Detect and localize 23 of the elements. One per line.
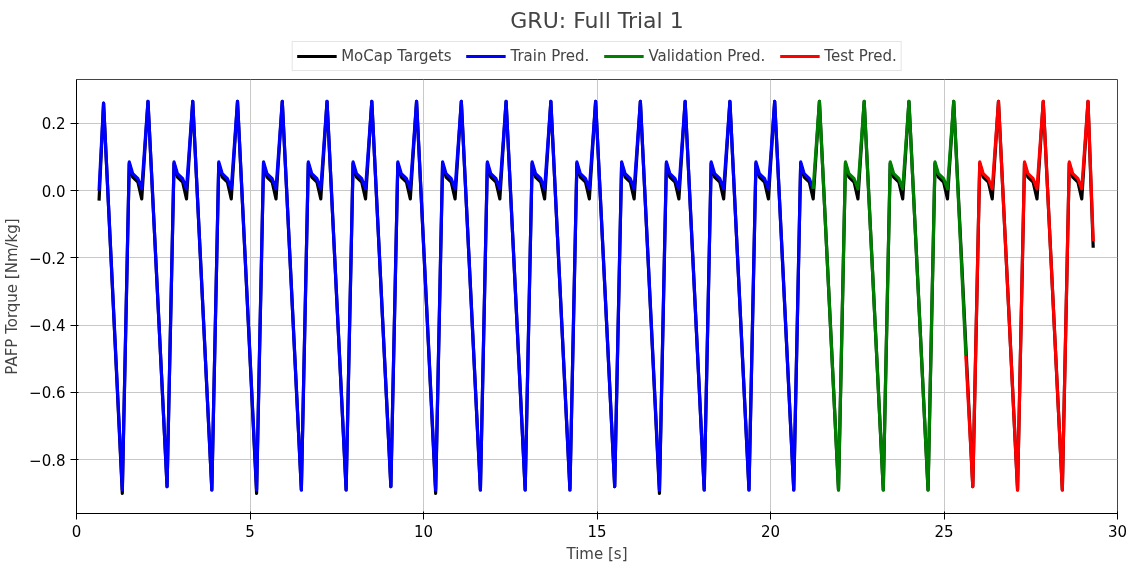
chart-title: GRU: Full Trial 1 xyxy=(510,7,684,33)
legend-label: Test Pred. xyxy=(824,47,897,65)
x-tick-label: 5 xyxy=(245,522,255,541)
x-tick-label: 10 xyxy=(413,522,434,541)
x-tick-label: 25 xyxy=(934,522,954,541)
line-series xyxy=(97,99,815,492)
y-tick-label: 0.2 xyxy=(41,115,66,134)
y-tick-label: −0.2 xyxy=(29,249,66,268)
legend-label: Validation Pred. xyxy=(648,47,766,65)
x-tick-label: 0 xyxy=(71,522,82,541)
y-tick-label: −0.8 xyxy=(29,451,66,470)
x-axis-title: Time [s] xyxy=(565,544,628,563)
y-tick-label: −0.4 xyxy=(29,317,66,336)
line-series xyxy=(964,99,1095,492)
y-tick-label: 0.0 xyxy=(41,182,66,201)
legend-label: MoCap Targets xyxy=(341,47,452,65)
line-series xyxy=(811,99,968,492)
x-tick-label: 20 xyxy=(760,522,781,541)
y-tick-label: −0.6 xyxy=(29,384,66,403)
x-tick-label: 30 xyxy=(1107,522,1128,541)
y-axis-title: PAFP Torque [Nm/kg] xyxy=(3,218,22,375)
legend-label: Train Pred. xyxy=(510,47,590,65)
x-tick-label: 15 xyxy=(587,522,607,541)
